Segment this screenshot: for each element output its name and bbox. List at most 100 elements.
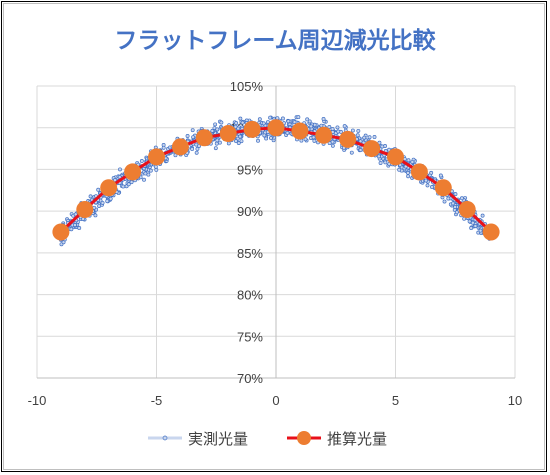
measured-point — [195, 146, 200, 151]
measured-point — [257, 117, 262, 122]
measured-point — [215, 138, 220, 143]
measured-point — [383, 160, 388, 165]
measured-point — [358, 148, 363, 152]
measured-point — [154, 167, 159, 172]
legend-measured-marker — [162, 435, 168, 441]
measured-point — [312, 138, 317, 143]
measured-point — [425, 183, 430, 188]
legend-estimated-marker — [297, 431, 311, 445]
measured-point — [126, 182, 131, 187]
measured-point — [69, 227, 74, 232]
measured-point — [240, 120, 245, 125]
measured-point — [335, 125, 340, 130]
measured-point — [372, 135, 377, 139]
x-axis-tick-labels: -10 -5 0 5 10 — [28, 393, 523, 408]
chart-area-border — [3, 3, 545, 470]
measured-point — [367, 135, 372, 140]
measured-point — [153, 164, 158, 169]
estimated-marker — [315, 126, 333, 144]
measured-point — [268, 115, 273, 120]
measured-point — [355, 133, 360, 138]
estimated-marker — [148, 148, 165, 166]
measured-point — [442, 199, 447, 204]
measured-point — [406, 174, 411, 179]
measured-point — [305, 117, 310, 122]
measured-point — [453, 205, 458, 209]
measured-point — [397, 167, 402, 172]
measured-point — [93, 213, 98, 218]
measured-point — [380, 144, 385, 149]
measured-point — [234, 121, 239, 126]
measured-point — [406, 158, 411, 163]
x-tick-label: 0 — [272, 393, 279, 408]
estimated-marker — [267, 119, 285, 137]
measured-point — [321, 117, 326, 121]
measured-point — [100, 200, 105, 205]
measured-point — [292, 120, 297, 125]
measured-point — [236, 141, 241, 145]
measured-point — [210, 128, 215, 133]
measured-point — [121, 184, 126, 189]
measured-point — [233, 124, 238, 129]
estimated-series — [52, 119, 500, 241]
measured-point — [117, 175, 122, 179]
estimated-marker — [76, 200, 94, 218]
measured-point — [142, 177, 146, 182]
x-tick-label: 5 — [392, 393, 399, 408]
y-tick-label: 95% — [237, 162, 263, 177]
estimated-marker — [195, 129, 213, 147]
measured-point — [264, 136, 269, 141]
measured-point — [311, 135, 316, 140]
measured-point — [161, 145, 166, 150]
measured-point — [470, 220, 475, 225]
measured-point — [219, 120, 224, 125]
y-tick-label: 105% — [230, 79, 264, 94]
measured-point — [262, 133, 267, 138]
estimated-marker — [243, 120, 261, 138]
measured-point — [377, 140, 382, 145]
measured-point — [261, 121, 266, 126]
measured-point — [451, 201, 455, 206]
gridlines — [36, 85, 516, 379]
measured-point — [454, 210, 459, 215]
measured-point — [265, 120, 270, 124]
estimated-marker — [410, 163, 428, 181]
measured-point — [350, 128, 355, 133]
measured-point — [285, 130, 290, 135]
measured-point — [269, 136, 273, 140]
measured-point — [148, 168, 153, 173]
measured-point — [446, 196, 451, 201]
measured-point — [118, 167, 122, 172]
measured-point — [330, 143, 335, 148]
legend-measured-label: 実測光量 — [188, 430, 248, 448]
measured-point — [327, 125, 332, 129]
measured-point — [256, 138, 260, 143]
measured-point — [105, 199, 110, 204]
chart-title: フラットフレーム周辺減光比較 — [114, 27, 436, 54]
measured-point — [129, 180, 134, 185]
measured-point — [96, 187, 101, 192]
measured-point — [349, 150, 354, 155]
estimated-marker — [219, 125, 237, 143]
measured-point — [190, 146, 195, 151]
measured-point — [73, 212, 78, 217]
measured-point — [194, 150, 199, 155]
measured-point — [405, 170, 410, 175]
y-tick-label: 80% — [237, 288, 263, 303]
measured-point — [113, 178, 117, 183]
measured-point — [342, 124, 347, 129]
measured-point — [226, 141, 231, 146]
measured-point — [213, 146, 218, 151]
measured-point — [356, 128, 361, 133]
estimated-marker — [339, 130, 357, 148]
measured-point — [378, 161, 383, 165]
measured-point — [336, 129, 341, 134]
measured-point — [238, 116, 243, 121]
measured-point — [185, 134, 190, 138]
measured-point — [234, 139, 238, 143]
measured-point — [215, 127, 220, 132]
measured-point — [190, 128, 195, 133]
measured-point — [438, 173, 443, 178]
